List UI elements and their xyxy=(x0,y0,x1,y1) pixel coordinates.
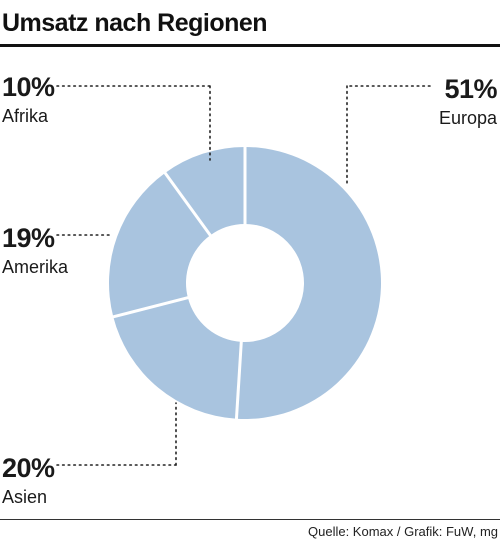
value-label-amerika: 19% xyxy=(2,223,55,253)
slice-amerika xyxy=(108,172,211,317)
slice-afrika xyxy=(165,147,245,236)
value-label-asien: 20% xyxy=(2,453,55,483)
category-label-europa: Europa xyxy=(439,108,498,128)
donut-slices xyxy=(108,146,381,420)
slice-separator xyxy=(163,171,213,237)
source-note: Quelle: Komax / Grafik: FuW, mg xyxy=(308,524,498,539)
title-rule xyxy=(0,44,500,47)
value-label-afrika: 10% xyxy=(2,72,55,102)
chart-title: Umsatz nach Regionen xyxy=(2,9,268,37)
category-label-afrika: Afrika xyxy=(2,106,49,126)
category-label-asien: Asien xyxy=(2,487,47,507)
leader-lines xyxy=(56,85,434,466)
slice-labels: 51% Europa 20% Asien 19% Amerika 10% Afrika xyxy=(2,72,498,507)
slice-separator xyxy=(234,340,243,420)
slice-separator xyxy=(111,295,190,319)
category-label-amerika: Amerika xyxy=(2,257,69,277)
source-rule xyxy=(0,519,500,520)
slice-asien xyxy=(113,297,242,419)
slice-europa xyxy=(236,147,381,419)
value-label-europa: 51% xyxy=(444,74,497,104)
